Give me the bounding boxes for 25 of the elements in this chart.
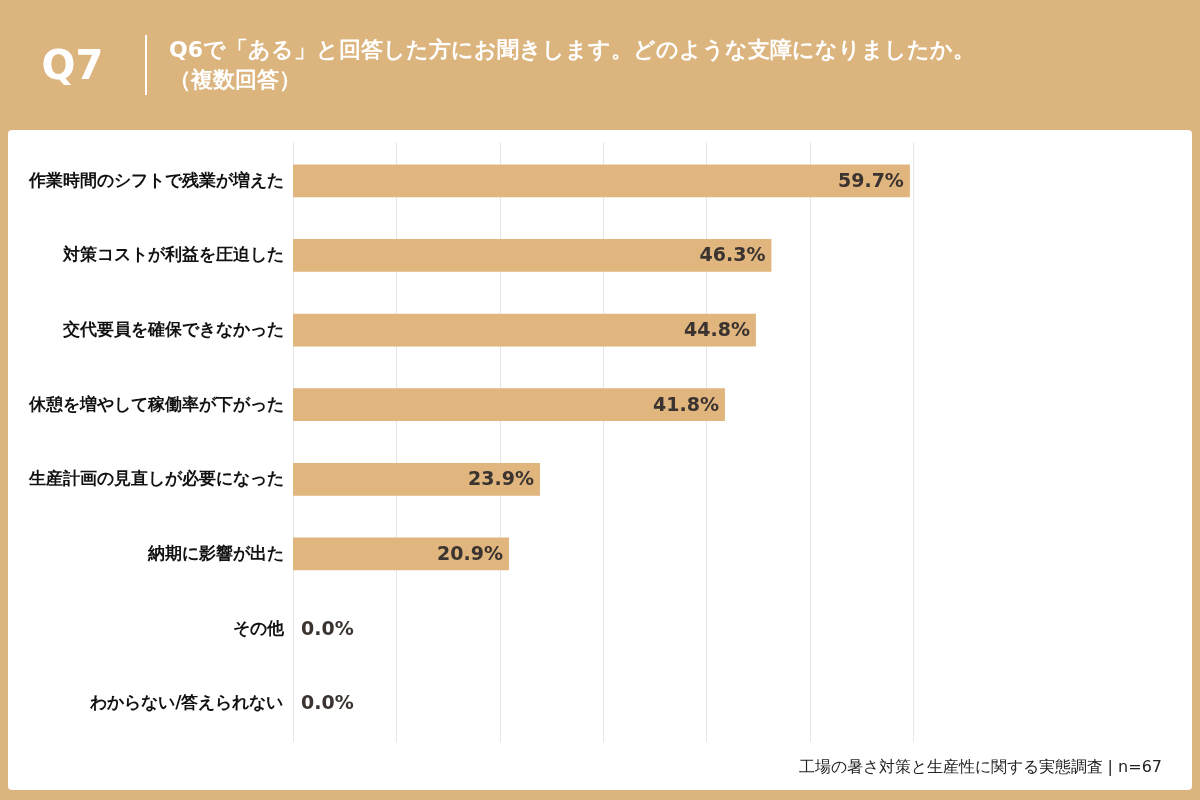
data-label: 0.0%: [301, 616, 354, 639]
bar: [293, 313, 756, 347]
y-tick-label: その他: [232, 617, 285, 638]
chart-title: Q7: [0, 35, 147, 95]
data-label: 41.8%: [653, 392, 719, 415]
y-tick-label: 対策コストが利益を圧迫した: [61, 244, 284, 265]
bar: [293, 537, 509, 571]
data-label: 44.8%: [684, 318, 750, 341]
y-tick-label: 作業時間のシフトで残業が増えた: [27, 169, 284, 190]
y-tick-label: 納期に影響が出た: [146, 542, 284, 563]
data-label: 20.9%: [437, 541, 503, 564]
data-label: 59.7%: [837, 168, 904, 191]
bar: [293, 462, 540, 496]
chart-subtitle: Q6で「ある」と回答した方にお聞きします。どのような支障になりましたか。（複数回答）: [168, 36, 976, 94]
data-label: 23.9%: [468, 467, 534, 490]
y-tick-label: 交代要員を確保できなかった: [61, 319, 284, 340]
bar: [293, 388, 725, 422]
bar: [293, 164, 910, 198]
y-tick-label: わからない/答えられない: [89, 692, 284, 713]
text: 工場の暑さ対策と生産性に関する実態調査 | n=67: [798, 757, 1162, 778]
data-label: 46.3%: [699, 243, 766, 266]
data-label: 0.0%: [301, 691, 354, 714]
y-tick-label: 休憩を増やして稼働率が下がった: [27, 393, 284, 414]
bar: [293, 239, 772, 272]
y-tick-label: 生産計画の見直しが必要になった: [27, 468, 284, 489]
